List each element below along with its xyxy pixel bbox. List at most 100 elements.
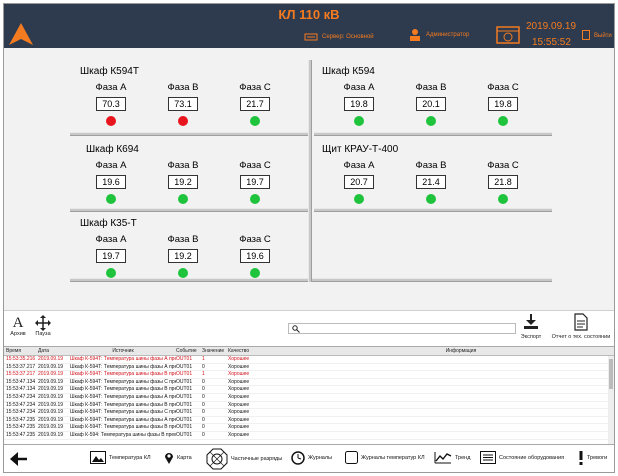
pause-button[interactable]: Пауза [32, 315, 54, 337]
status-indicator [250, 268, 260, 278]
table-cell: Шкаф К-594Т: Температура шины фазы В пре… [70, 386, 176, 393]
pause-label: Пауза [35, 331, 51, 337]
archive-button[interactable]: A Архив [8, 315, 28, 337]
trend-icon [434, 452, 452, 464]
table-cell [308, 424, 614, 431]
back-arrow-icon[interactable] [10, 451, 28, 472]
table-cell [308, 409, 614, 416]
nav-trend[interactable]: Тренд [434, 451, 470, 464]
scrollbar[interactable] [608, 356, 614, 444]
table-row[interactable]: 15:53:35.216 2019.09.19 Шкаф К-594Т: Темпе… [4, 356, 614, 364]
table-cell: 15:53:47.234 [6, 401, 36, 408]
nav-alarms[interactable]: Тревоги [578, 451, 607, 465]
export-button[interactable]: Экспорт [516, 313, 546, 340]
table-cell: 2019.09.19 [38, 431, 64, 438]
nav-equipment-status[interactable]: Состояние оборудования [480, 451, 564, 464]
divider [308, 60, 312, 282]
cabinet-panel: Шкаф К594 Фаза А 19.8 Фаза В 20.1 Фаза С… [312, 62, 552, 132]
column-header[interactable]: Время [6, 348, 22, 354]
temperature-value: 19.7 [96, 249, 126, 263]
nav-temperature[interactable]: Температура КЛ [90, 451, 151, 464]
table-cell [308, 394, 614, 401]
column-header[interactable]: Информация [445, 348, 477, 354]
table-cell: 15:53:47.134 [6, 378, 36, 385]
cabinet-panel: Щит КРАУ-Т-400 Фаза А 20.7 Фаза В 21.4 Ф… [312, 140, 552, 210]
header-bar: КЛ 110 кВ Сервер: Основной Администратор… [4, 4, 614, 48]
temperature-value: 73.1 [168, 97, 198, 111]
table-cell: 15:53:47.234 [6, 393, 36, 400]
phase-label: Фаза В [167, 160, 199, 171]
table-cell: 15:53:37.217 [6, 363, 36, 370]
table-row[interactable]: 15:53:47.234 2019.09.19 Шкаф К-594Т: Темпе… [4, 402, 614, 410]
status-indicator [426, 116, 436, 126]
app-window: КЛ 110 кВ Сервер: Основной Администратор… [3, 3, 615, 473]
map-pin-icon [165, 453, 173, 464]
nav-label: Тревоги [587, 455, 608, 461]
nav-label: Журналы температур КЛ [361, 454, 425, 461]
table-cell [308, 371, 614, 378]
table-cell: Шкаф К-594Т: Температура шины фазы С пре… [70, 409, 176, 416]
status-indicator [354, 116, 364, 126]
picture-icon [90, 451, 106, 464]
list-icon [480, 451, 496, 464]
status-indicator [426, 194, 436, 204]
search-input[interactable] [288, 323, 516, 334]
temperature-value: 21.8 [488, 175, 518, 189]
table-cell: 2019.09.19 [38, 371, 64, 378]
table-cell: 15:53:35.216 [6, 356, 36, 362]
table-row[interactable]: 15:53:47.134 2019.09.19 Шкаф К-594Т: Темпе… [4, 386, 614, 394]
table-cell: 2019.09.19 [38, 378, 64, 385]
table-cell: 2019.09.19 [38, 386, 64, 393]
phase-label: Фаза С [239, 82, 271, 93]
scrollbar-thumb[interactable] [609, 359, 613, 389]
table-cell: 0 [202, 393, 205, 400]
divider [70, 132, 308, 136]
search-icon [292, 325, 300, 333]
table-row[interactable]: 15:53:47.235 2019.09.19 Шкаф К-594: Темпер… [4, 432, 614, 440]
logo-icon[interactable] [8, 22, 34, 46]
table-row[interactable]: 15:53:47.235 2019.09.19 Шкаф К-594Т: Темпе… [4, 424, 614, 432]
move-icon [35, 315, 51, 331]
user-indicator[interactable]: Администратор [408, 28, 469, 42]
phase-a: Фаза А 19.6 [76, 160, 146, 204]
nav-label: Состояние оборудования [499, 454, 565, 461]
table-cell: OUT01 [176, 363, 193, 370]
table-row[interactable]: 15:53:37.217 2019.09.19 Шкаф К-594Т: Темпе… [4, 364, 614, 372]
nav-map[interactable]: Карта [164, 451, 192, 465]
archive-label: Архив [10, 331, 26, 337]
column-header[interactable]: Дата [38, 348, 50, 354]
table-cell: OUT01 [176, 401, 193, 408]
nav-partial-discharge[interactable]: Частичные разряды [206, 448, 282, 470]
clock-icon [291, 451, 305, 465]
column-header[interactable]: Событие [176, 348, 197, 354]
table-cell: Хорошее [228, 378, 250, 385]
table-cell: Хорошее [228, 416, 250, 423]
phase-label: Фаза В [167, 82, 199, 93]
exit-button[interactable]: Выйти [582, 30, 612, 42]
table-cell: Шкаф К-594Т: Температура шины фазы В пре… [70, 401, 176, 408]
report-button[interactable]: Отчет о тех. состоянии [548, 313, 614, 340]
table-cell: Хорошее [228, 393, 250, 400]
exit-label: Выйти [594, 33, 612, 39]
table-cell: OUT01 [176, 393, 193, 400]
phase-a: Фаза А 20.7 [324, 160, 394, 204]
table-cell: Хорошее [228, 363, 250, 370]
table-row[interactable]: 15:53:47.134 2019.09.19 Шкаф К-594Т: Темпе… [4, 379, 614, 387]
server-label: Сервер: Основной [322, 34, 374, 40]
nav-temperature-journals[interactable]: Журналы температур КЛ [345, 451, 425, 464]
document-icon [574, 313, 588, 331]
table-row[interactable]: 15:53:47.235 2019.09.19 Шкаф К-594Т: Темпе… [4, 417, 614, 425]
column-header[interactable]: Источник [112, 348, 134, 354]
table-cell: OUT01 [176, 371, 193, 378]
table-row[interactable]: 15:53:47.234 2019.09.19 Шкаф К-594Т: Темпе… [4, 409, 614, 417]
column-header[interactable]: Качество [228, 348, 250, 354]
column-header[interactable]: Значение [202, 348, 225, 354]
table-row[interactable]: 15:53:37.217 2019.09.19 Шкаф К-594Т: Темпе… [4, 371, 614, 379]
status-indicator [178, 116, 188, 126]
phase-label: Фаза В [415, 82, 447, 93]
cabinet-title: Шкаф К694 [86, 144, 139, 155]
temperature-value: 19.2 [168, 175, 198, 189]
table-row[interactable]: 15:53:47.234 2019.09.19 Шкаф К-594Т: Темпе… [4, 394, 614, 402]
table-cell: Шкаф К-594: Температура шины фазы В прев… [70, 431, 176, 438]
nav-journals[interactable]: Журналы [291, 451, 332, 465]
